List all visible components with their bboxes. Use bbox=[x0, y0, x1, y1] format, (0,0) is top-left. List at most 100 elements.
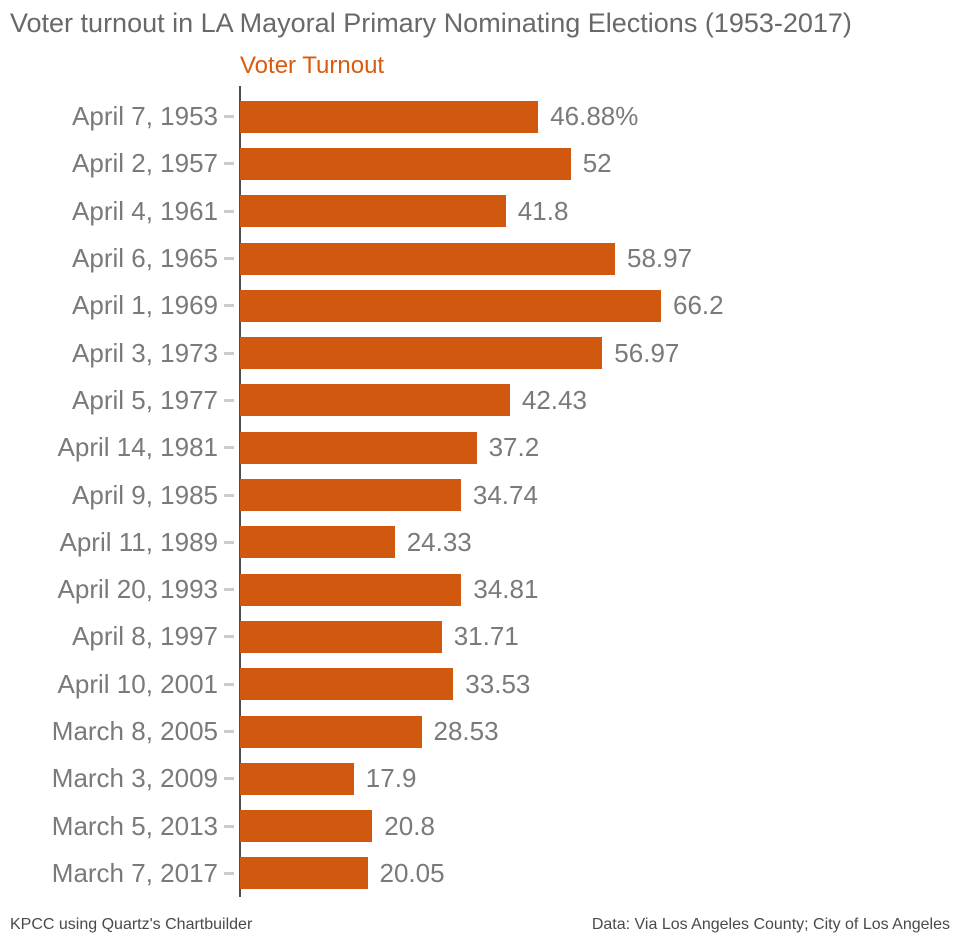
value-label: 56.97 bbox=[614, 337, 680, 368]
tick-mark bbox=[224, 209, 234, 213]
value-label: 34.81 bbox=[473, 574, 539, 605]
bar-chart: April 7, 1953 46.88% April 2, 1957 52 April … bbox=[0, 86, 960, 898]
value-label: 46.88% bbox=[550, 101, 639, 132]
tick-mark bbox=[224, 304, 234, 308]
tick-mark bbox=[224, 115, 234, 119]
bar-row: April 6, 1965 58.97 bbox=[0, 235, 960, 282]
bar bbox=[240, 573, 462, 606]
bar-row: April 4, 1961 41.8 bbox=[0, 188, 960, 235]
bar bbox=[240, 715, 422, 748]
bar-row: April 9, 1985 34.74 bbox=[0, 471, 960, 518]
category-label: April 5, 1977 bbox=[72, 384, 218, 415]
bar bbox=[240, 431, 477, 464]
axis-tick bbox=[218, 209, 240, 213]
axis-tick bbox=[218, 777, 240, 781]
category-label: March 8, 2005 bbox=[51, 716, 218, 746]
value-label: 17.9 bbox=[365, 763, 417, 794]
category-label: April 1, 1969 bbox=[72, 290, 218, 321]
category-label: April 14, 1981 bbox=[57, 432, 218, 463]
bar-row: April 10, 2001 33.53 bbox=[0, 661, 960, 708]
tick-mark bbox=[224, 588, 234, 592]
bar bbox=[240, 668, 454, 701]
category-label: April 8, 1997 bbox=[72, 621, 218, 652]
axis-tick bbox=[218, 115, 240, 119]
bar-row: April 5, 1977 42.43 bbox=[0, 377, 960, 424]
footer: KPCC using Quartz's Chartbuilder Data: V… bbox=[10, 916, 950, 934]
bar-row: March 3, 2009 17.9 bbox=[0, 755, 960, 802]
axis-tick bbox=[218, 540, 240, 544]
bar bbox=[240, 620, 442, 653]
value-label: 52 bbox=[582, 148, 612, 179]
bar bbox=[240, 526, 395, 559]
bar bbox=[240, 337, 603, 370]
value-label: 31.71 bbox=[453, 621, 519, 652]
bar bbox=[240, 100, 539, 133]
axis-tick bbox=[218, 871, 240, 875]
tick-mark bbox=[224, 257, 234, 261]
value-label: 66.2 bbox=[673, 290, 724, 321]
bar bbox=[240, 384, 510, 417]
axis-tick bbox=[218, 824, 240, 828]
value-label: 28.53 bbox=[433, 716, 499, 746]
axis-tick bbox=[218, 635, 240, 639]
bar-row: April 1, 1969 66.2 bbox=[0, 282, 960, 329]
axis-tick bbox=[218, 304, 240, 308]
bar-row: April 8, 1997 31.71 bbox=[0, 613, 960, 660]
bar bbox=[240, 289, 661, 322]
series-legend-label: Voter Turnout bbox=[240, 52, 385, 79]
value-label: 24.33 bbox=[406, 526, 472, 557]
footer-credit: KPCC using Quartz's Chartbuilder bbox=[10, 916, 253, 933]
axis-tick bbox=[218, 398, 240, 402]
value-label: 58.97 bbox=[627, 243, 693, 274]
axis-tick bbox=[218, 162, 240, 166]
bar-row: March 7, 2017 20.05 bbox=[0, 850, 960, 897]
value-label: 33.53 bbox=[465, 668, 531, 699]
value-label: 20.05 bbox=[379, 857, 445, 888]
category-label: March 3, 2009 bbox=[51, 763, 218, 794]
category-label: April 20, 1993 bbox=[57, 574, 218, 605]
value-label: 42.43 bbox=[521, 384, 587, 415]
bar bbox=[240, 810, 373, 843]
category-label: April 7, 1953 bbox=[72, 101, 218, 132]
tick-mark bbox=[224, 162, 234, 166]
axis-tick bbox=[218, 493, 240, 497]
tick-mark bbox=[224, 682, 234, 686]
bar-row: April 2, 1957 52 bbox=[0, 140, 960, 187]
chart-title: Voter turnout in LA Mayoral Primary Nomi… bbox=[10, 8, 852, 38]
bar-row: April 11, 1989 24.33 bbox=[0, 519, 960, 566]
bar-row: April 20, 1993 34.81 bbox=[0, 566, 960, 613]
value-label: 37.2 bbox=[488, 432, 540, 463]
axis-tick bbox=[218, 588, 240, 592]
axis-tick bbox=[218, 730, 240, 733]
axis-tick bbox=[218, 257, 240, 261]
category-label: April 4, 1961 bbox=[72, 195, 218, 226]
tick-mark bbox=[224, 351, 234, 355]
axis-tick bbox=[218, 682, 240, 686]
bar bbox=[240, 242, 615, 275]
tick-mark bbox=[224, 777, 234, 781]
tick-mark bbox=[224, 398, 234, 402]
category-label: April 2, 1957 bbox=[72, 148, 218, 179]
tick-mark bbox=[224, 730, 234, 733]
value-label: 41.8 bbox=[517, 195, 569, 226]
tick-mark bbox=[224, 446, 234, 450]
category-label: April 11, 1989 bbox=[59, 526, 218, 557]
tick-mark bbox=[224, 493, 234, 497]
tick-mark bbox=[224, 824, 234, 828]
bar bbox=[240, 479, 461, 512]
footer-source: Data: Via Los Angeles County; City of Lo… bbox=[591, 916, 950, 933]
bar-row: March 5, 2013 20.8 bbox=[0, 802, 960, 849]
value-label: 20.8 bbox=[384, 810, 435, 841]
bar bbox=[240, 195, 506, 228]
value-label: 34.74 bbox=[472, 479, 538, 510]
axis-tick bbox=[218, 351, 240, 355]
category-label: March 5, 2013 bbox=[51, 810, 218, 841]
bar-row: April 14, 1981 37.2 bbox=[0, 424, 960, 471]
bar bbox=[240, 147, 571, 180]
category-label: March 7, 2017 bbox=[51, 857, 218, 888]
category-label: April 9, 1985 bbox=[72, 479, 218, 510]
category-label: April 3, 1973 bbox=[72, 337, 218, 368]
axis-tick bbox=[218, 446, 240, 450]
tick-mark bbox=[224, 635, 234, 639]
